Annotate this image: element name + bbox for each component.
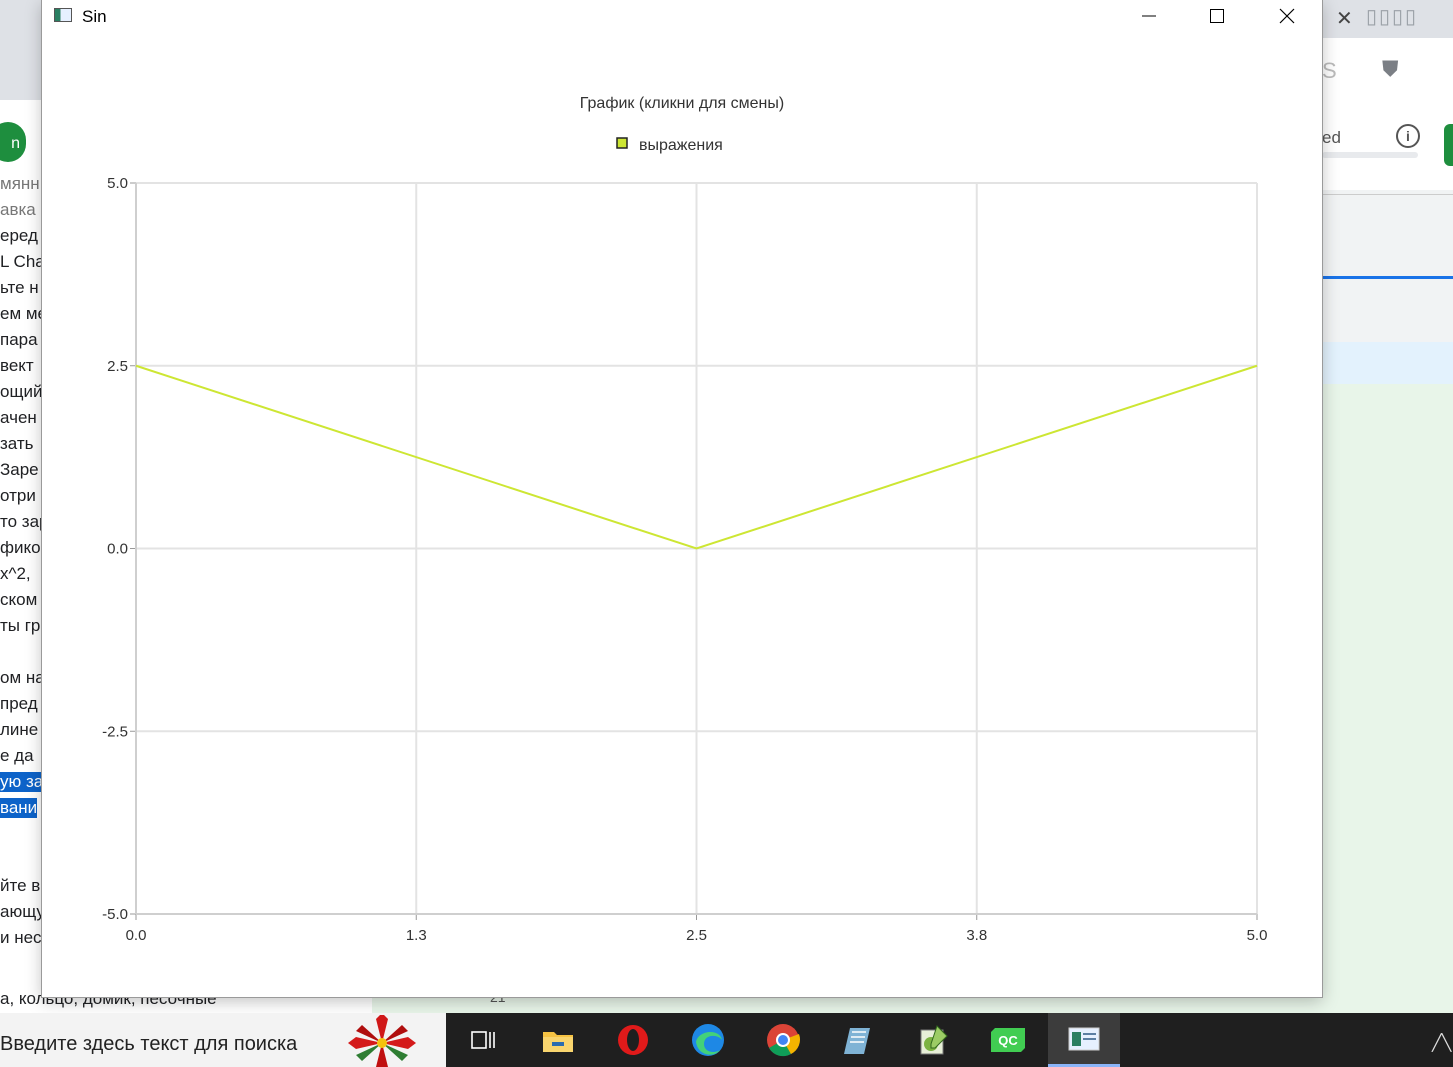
y-tick-label: -5.0 [102, 906, 128, 923]
line-chart[interactable]: График (кликни для смены) выражения 0.0 1.3… [42, 32, 1322, 997]
poinsettia-icon [348, 1015, 416, 1067]
qt-creator-icon[interactable]: QC [983, 1013, 1033, 1067]
background-text-line: фико [0, 538, 41, 557]
background-text-line: авка [0, 200, 36, 219]
background-text-line: вект [0, 356, 34, 375]
background-text-line: пара [0, 330, 38, 349]
x-tick-label: 5.0 [1247, 927, 1268, 944]
edge-icon[interactable] [683, 1013, 733, 1067]
background-text-line: ты гр [0, 616, 41, 635]
background-text-line: пред [0, 694, 38, 713]
extension-icon[interactable]: S [1322, 58, 1337, 83]
legend-marker [616, 137, 628, 149]
x-tick-label: 3.8 [966, 927, 987, 944]
search-placeholder: Введите здесь текст для поиска [0, 1033, 298, 1055]
active-tab-indicator [1322, 276, 1453, 279]
title-bar[interactable]: Sin [42, 0, 1322, 32]
chrome-icon[interactable] [758, 1013, 808, 1067]
background-text-line: отри [0, 486, 36, 505]
notepad-plus-icon[interactable] [908, 1013, 958, 1067]
background-text-line: ую за [0, 772, 42, 792]
app-icon [54, 8, 72, 22]
opera-icon[interactable] [608, 1013, 658, 1067]
search-box[interactable]: Введите здесь текст для поиска [0, 1013, 446, 1067]
code-diff-strip [372, 997, 1322, 1013]
background-text-line: и нес [0, 928, 42, 947]
browser-tab-strip: ✕ ▯▯▯▯ [1322, 0, 1453, 38]
chart-area[interactable]: График (кликни для смены) выражения 0.0 1.3… [42, 32, 1322, 997]
background-text-line: ающу [0, 902, 42, 921]
task-view-icon[interactable] [458, 1013, 508, 1067]
chevron-up-icon[interactable]: ╱╲ [1432, 1035, 1452, 1052]
y-tick-label: 5.0 [107, 175, 128, 192]
background-text-line: йте в [0, 876, 41, 895]
background-text-line: лине [0, 720, 39, 739]
maximize-button[interactable] [1194, 0, 1240, 32]
background-text-line: мянн [0, 174, 40, 193]
chart-title: График (кликни для смены) [580, 95, 784, 112]
window-title: Sin [82, 7, 107, 26]
background-text-line: L Cha [0, 252, 42, 271]
green-button[interactable] [1444, 124, 1453, 166]
highlighted-row [1322, 342, 1453, 384]
background-text-line: Заре [0, 460, 39, 479]
taskbar: Введите здесь текст для поиска [0, 1013, 1453, 1067]
background-text-line: x^2, [0, 564, 31, 583]
background-text-line: ощий [0, 382, 42, 401]
x-tick-label: 0.0 [126, 927, 147, 944]
shield-icon[interactable]: ⛊ [1382, 56, 1399, 81]
background-text-line: ачен [0, 408, 37, 427]
background-text-line: зать [0, 434, 34, 453]
background-text-line: ском [0, 590, 38, 609]
close-button[interactable] [1264, 0, 1310, 32]
tab-close-icon[interactable]: ✕ [1336, 8, 1353, 30]
notepad-icon[interactable] [833, 1013, 883, 1067]
y-tick-label: -2.5 [102, 723, 128, 740]
chart-window: Sin График (кликни для смены) выражения 0.… [42, 0, 1322, 997]
background-browser-window: ✕ ▯▯▯▯ S ⛊ ed i [1322, 0, 1453, 1013]
background-text-line: е да [0, 746, 34, 765]
status-text: ed [1322, 128, 1341, 147]
green-pill-button[interactable]: n [0, 122, 26, 162]
browser-panel [1322, 194, 1453, 255]
background-text-line: ем ме [0, 304, 42, 323]
background-header [0, 0, 42, 100]
info-icon[interactable]: i [1396, 124, 1420, 148]
qt-app-icon[interactable] [1048, 1013, 1120, 1067]
y-tick-label: 2.5 [107, 358, 128, 375]
minimize-icon [1142, 15, 1156, 17]
browser-toolbar: S ⛊ [1322, 38, 1453, 100]
y-tick-label: 0.0 [107, 541, 128, 558]
background-text-line: то зар [0, 512, 42, 531]
background-text-window: n мянн авка еред L Cha ьте н ем ме пара вект о… [0, 0, 42, 1013]
svg-text:QC: QC [998, 1033, 1018, 1048]
x-tick-label: 2.5 [686, 927, 707, 944]
code-diff-area [1322, 384, 1453, 1013]
background-text-line: еред [0, 226, 38, 245]
x-tick-label: 1.3 [406, 927, 427, 944]
maximize-icon [1210, 9, 1224, 23]
background-text-line: ьте н [0, 278, 39, 297]
background-text-line: вани [0, 798, 38, 818]
legend-label: выражения [639, 137, 723, 154]
file-explorer-icon[interactable] [533, 1013, 583, 1067]
tab-icons: ▯▯▯▯ [1366, 6, 1419, 28]
browser-info-row: ed i [1322, 100, 1453, 190]
progress-track [1322, 152, 1418, 158]
minimize-button[interactable] [1126, 0, 1172, 32]
background-text-line: ом на [0, 668, 42, 687]
close-icon [1279, 8, 1295, 24]
background-bottom-strip: а, кольцо, домик, песочные 21 [0, 989, 1322, 1013]
